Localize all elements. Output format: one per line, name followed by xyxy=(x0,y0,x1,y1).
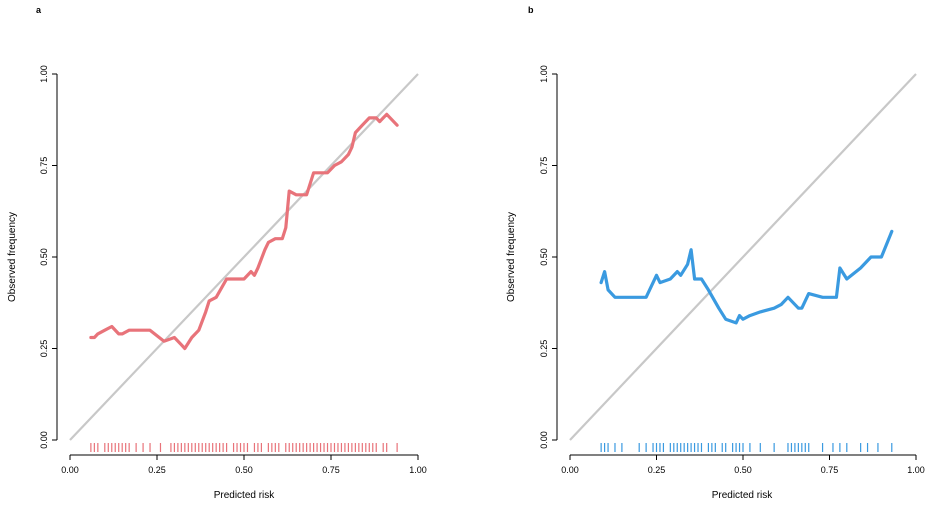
y-tick-label: 0.25 xyxy=(539,340,549,358)
x-tick-label: 0.00 xyxy=(561,465,579,475)
calibration-panel-a: a Predicted risk Observed frequency 0.00… xyxy=(7,5,427,501)
x-tick-label: 0.25 xyxy=(148,465,166,475)
y-tick-label: 0.50 xyxy=(539,248,549,266)
y-tick-label: 0.75 xyxy=(539,157,549,175)
y-tick-label: 1.00 xyxy=(39,65,49,83)
panel-label-b: b xyxy=(528,5,534,15)
x-tick-label: 1.00 xyxy=(409,465,427,475)
rug-plot-a xyxy=(90,443,398,452)
reference-diagonal-b xyxy=(569,73,917,441)
x-axis-title-b: Predicted risk xyxy=(712,490,774,501)
x-axis-a: 0.00 0.25 0.50 0.75 1.00 xyxy=(61,454,427,475)
x-tick-label: 0.75 xyxy=(322,465,340,475)
x-axis-b: 0.00 0.25 0.50 0.75 1.00 xyxy=(561,454,925,475)
reference-diagonal-a xyxy=(69,73,419,441)
x-tick-label: 0.25 xyxy=(648,465,666,475)
x-tick-label: 0.00 xyxy=(61,465,79,475)
y-axis-title-a: Observed frequency xyxy=(7,212,18,302)
calibration-panel-b: b Predicted risk Observed frequency 0.00… xyxy=(506,5,925,501)
y-axis-title-b: Observed frequency xyxy=(506,212,517,302)
y-tick-label: 0.75 xyxy=(39,157,49,175)
x-tick-label: 0.50 xyxy=(235,465,253,475)
x-tick-label: 1.00 xyxy=(907,465,925,475)
calibration-curve-b xyxy=(599,229,894,325)
calibration-curve-a xyxy=(89,112,399,351)
x-axis-title-a: Predicted risk xyxy=(214,490,276,501)
x-tick-label: 0.75 xyxy=(821,465,839,475)
panel-label-a: a xyxy=(36,5,42,15)
rug-plot-b xyxy=(600,443,893,452)
y-tick-label: 0.50 xyxy=(39,248,49,266)
x-tick-label: 0.50 xyxy=(734,465,752,475)
y-axis-b: 0.00 0.25 0.50 0.75 1.00 xyxy=(539,65,558,449)
y-tick-label: 0.00 xyxy=(39,431,49,449)
y-axis-a: 0.00 0.25 0.50 0.75 1.00 xyxy=(39,65,58,449)
y-tick-label: 0.25 xyxy=(39,340,49,358)
y-tick-label: 1.00 xyxy=(539,65,549,83)
y-tick-label: 0.00 xyxy=(539,431,549,449)
